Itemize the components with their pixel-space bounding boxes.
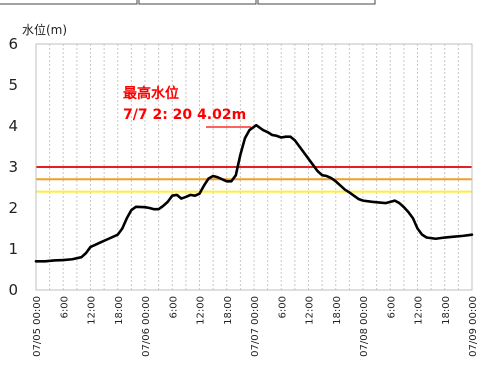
reference-lines	[36, 166, 472, 193]
x-tick-label: 07/05 00:00	[32, 296, 43, 357]
x-tick-label: 07/09 00:00	[468, 296, 479, 357]
top-button-1[interactable]	[0, 0, 138, 5]
plot-area-border	[35, 43, 473, 291]
x-tick-label: 6:00	[168, 296, 179, 318]
y-tick-label: 4	[8, 117, 18, 135]
top-button-2[interactable]	[138, 0, 257, 5]
max-level-annotation: 最高水位 7/7 2: 20 4.02m	[123, 85, 251, 128]
x-tick-label: 18:00	[332, 296, 343, 325]
x-tick-label: 12:00	[196, 296, 207, 325]
x-tick-label: 6:00	[386, 296, 397, 318]
y-tick-label: 6	[8, 35, 18, 53]
max-level-value: 7/7 2: 20 4.02m	[123, 107, 246, 123]
x-tick-label: 07/08 00:00	[359, 296, 370, 357]
x-tick-label: 18:00	[223, 296, 234, 325]
water-level-series-line	[34, 123, 474, 263]
x-tick-label: 12:00	[305, 296, 316, 325]
y-tick-label: 3	[8, 158, 18, 176]
y-tick-label: 0	[8, 281, 18, 299]
y-tick-label: 1	[8, 240, 18, 258]
x-tick-label: 12:00	[414, 296, 425, 325]
top-button-strip	[0, 0, 376, 5]
x-tick-label: 07/07 00:00	[250, 296, 261, 357]
y-axis-tick-labels: 0 1 2 3 4 5 6	[8, 35, 18, 299]
y-axis-unit-label: 水位(m)	[22, 22, 67, 37]
vertical-gridlines	[49, 44, 459, 290]
top-button-3[interactable]	[257, 0, 376, 5]
x-axis-tick-labels: 07/05 00:00 6:00 12:00 18:00 07/06 00:00 6:00…	[32, 296, 479, 357]
max-level-title: 最高水位	[123, 85, 179, 102]
y-tick-label: 2	[8, 199, 18, 217]
x-tick-label: 07/06 00:00	[141, 296, 152, 357]
x-tick-label: 18:00	[114, 296, 125, 325]
x-tick-label: 12:00	[87, 296, 98, 325]
x-tick-label: 18:00	[441, 296, 452, 325]
x-tick-label: 6:00	[59, 296, 70, 318]
x-tick-label: 6:00	[277, 296, 288, 318]
y-tick-label: 5	[8, 76, 18, 94]
